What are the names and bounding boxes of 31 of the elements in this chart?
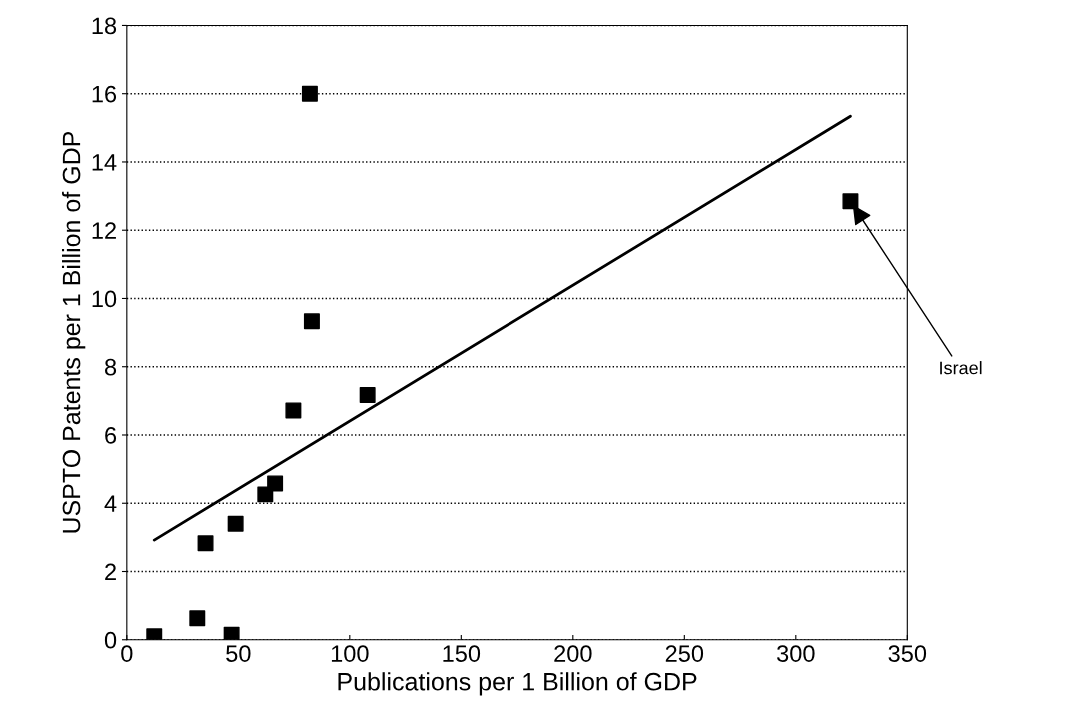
y-tick-label: 12 — [92, 222, 116, 239]
point — [285, 402, 302, 419]
x-tick-label: 150 — [443, 645, 481, 662]
y-tick-label: 4 — [104, 495, 117, 512]
point — [359, 387, 376, 404]
point — [223, 626, 240, 640]
x-tick-label: 250 — [665, 645, 704, 662]
y-tick-label: 16 — [92, 85, 117, 103]
x-tick-label: 100 — [331, 645, 369, 662]
y-tick-label: 18 — [92, 17, 117, 35]
point — [303, 313, 320, 330]
y-tick-label: 14 — [92, 154, 117, 171]
x-tick-label: 300 — [777, 645, 815, 662]
point — [197, 535, 214, 552]
point — [842, 193, 859, 210]
x-tick-label: 200 — [554, 645, 592, 662]
point — [301, 85, 318, 102]
x-tick-label: 50 — [226, 645, 251, 662]
annotation: Israel — [940, 361, 982, 375]
x-tick-label: 0 — [121, 645, 133, 662]
x-tick-label: 350 — [888, 645, 927, 662]
point — [189, 610, 206, 627]
y-tick-label: 6 — [105, 427, 117, 444]
y-tick-label: 0 — [104, 631, 117, 649]
x-axis-title: Publications per 1 Billion of GDP — [338, 672, 697, 696]
y-tick-label: 10 — [92, 290, 117, 308]
point — [267, 475, 284, 492]
point — [227, 515, 244, 532]
y-axis-title: USPTO Patents per 1 Billion of GDP — [61, 131, 86, 533]
y-tick-label: 8 — [105, 358, 117, 376]
y-tick-label: 2 — [105, 563, 116, 581]
